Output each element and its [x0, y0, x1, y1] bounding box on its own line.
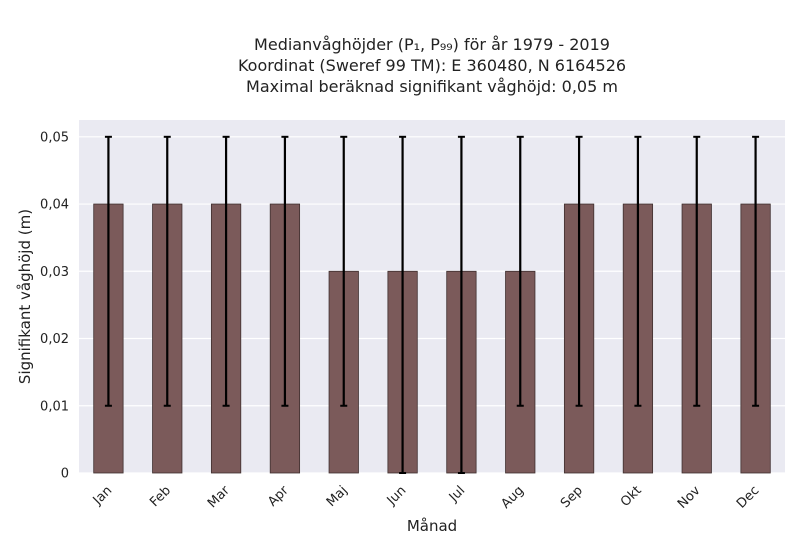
grid-lines — [79, 136, 785, 474]
y-axis-ticks: 0 0,01 0,02 0,03 0,04 0,05 — [40, 130, 69, 481]
x-tick-label: Jan — [90, 483, 115, 508]
x-tick-label: Maj — [324, 483, 351, 510]
chart-title-line-3: Maximal beräknad signifikant våghöjd: 0,… — [246, 77, 618, 96]
y-tick-label: 0 — [61, 467, 69, 482]
x-tick-label: Dec — [734, 483, 762, 511]
x-tick-label: Apr — [265, 483, 292, 510]
y-tick-label: 0,03 — [40, 265, 69, 280]
x-tick-label: Jun — [384, 483, 410, 509]
error-bars — [104, 135, 760, 474]
chart-title-line-2: Koordinat (Sweref 99 TM): E 360480, N 61… — [237, 56, 627, 75]
y-axis-label: Signifikant våghöjd (m) — [16, 209, 34, 384]
chart-title: Medianvåghöjder (P₁, P₉₉) för år 1979 - … — [79, 34, 785, 97]
y-tick-label: 0,02 — [40, 332, 69, 347]
x-tick-label: Aug — [499, 483, 528, 512]
x-tick-label: Nov — [675, 483, 704, 512]
x-tick-label: Feb — [147, 483, 174, 510]
x-tick-label: Mar — [205, 483, 233, 511]
x-tick-label: Jul — [446, 483, 468, 505]
x-tick-label: Okt — [618, 483, 645, 510]
x-tick-label: Sep — [558, 483, 586, 511]
x-axis-label: Månad — [407, 517, 457, 535]
plot-area — [79, 120, 785, 473]
chart-title-line-1: Medianvåghöjder (P₁, P₉₉) för år 1979 - … — [254, 35, 610, 54]
x-axis-ticks: Jan Feb Mar Apr Maj Jun Jul Aug Sep Okt Nov Dec — [90, 483, 763, 512]
y-tick-label: 0,01 — [40, 399, 69, 414]
y-tick-label: 0,04 — [40, 198, 69, 213]
y-tick-label: 0,05 — [40, 130, 69, 145]
